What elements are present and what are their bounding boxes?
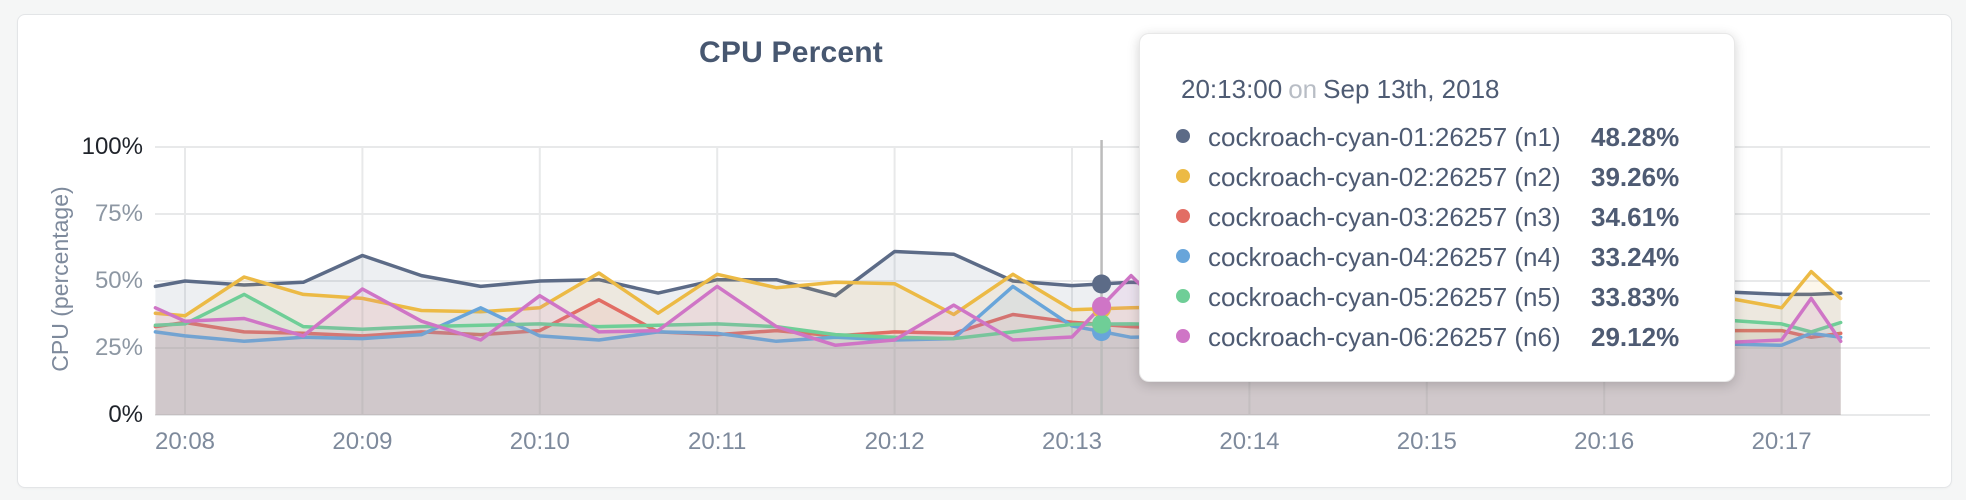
- series-label: cockroach-cyan-05:26257 (n5): [1208, 282, 1561, 312]
- tooltip-row: cockroach-cyan-01:26257 (n1) 48.28%: [1140, 116, 1734, 156]
- x-tick-label: 20:16: [1574, 428, 1635, 455]
- x-tick-label: 20:10: [509, 428, 570, 455]
- series-value: 33.83%: [1591, 282, 1680, 312]
- tooltip-date: Sep 13th, 2018: [1323, 74, 1500, 104]
- series-value: 39.26%: [1591, 162, 1680, 192]
- hover-dot: [1092, 314, 1112, 334]
- y-tick-label: 0%: [108, 401, 143, 428]
- x-tick-label: 20:13: [1041, 428, 1103, 455]
- x-tick-label: 20:12: [864, 428, 925, 455]
- series-dot-icon: [1176, 169, 1190, 183]
- y-tick-label: 100%: [81, 133, 143, 160]
- x-tick-label: 20:15: [1396, 428, 1457, 455]
- x-tick-label: 20:17: [1751, 428, 1812, 455]
- tooltip-row: cockroach-cyan-03:26257 (n3) 34.61%: [1140, 196, 1734, 236]
- series-value: 48.28%: [1591, 122, 1680, 152]
- hover-dot: [1092, 296, 1112, 316]
- y-tick-label: 25%: [94, 334, 143, 361]
- series-value: 34.61%: [1591, 202, 1680, 232]
- hover-tooltip: 20:13:00 on Sep 13th, 2018 cockroach-cyan-…: [1139, 33, 1735, 382]
- tooltip-row: cockroach-cyan-05:26257 (n5) 33.83%: [1140, 276, 1734, 316]
- x-tick-label: 20:11: [688, 428, 747, 455]
- series-value: 33.24%: [1591, 242, 1680, 272]
- series-area: [155, 294, 1841, 415]
- hover-dot: [1092, 274, 1112, 294]
- series-value: 29.12%: [1591, 322, 1680, 352]
- x-tick-label: 20:08: [154, 428, 216, 455]
- tooltip-time: 20:13:00: [1181, 74, 1283, 104]
- tooltip-header: 20:13:00 on Sep 13th, 2018: [1181, 74, 1500, 105]
- series-area: [155, 286, 1841, 415]
- tooltip-rows: cockroach-cyan-01:26257 (n1) 48.28% cockro…: [1140, 116, 1734, 356]
- series-label: cockroach-cyan-01:26257 (n1): [1208, 122, 1561, 152]
- tooltip-conjunction: on: [1288, 74, 1318, 104]
- tooltip-row: cockroach-cyan-02:26257 (n2) 39.26%: [1140, 156, 1734, 196]
- tooltip-row: cockroach-cyan-06:26257 (n6) 29.12%: [1140, 316, 1734, 356]
- chart-title: CPU Percent: [699, 36, 883, 69]
- series-label: cockroach-cyan-04:26257 (n4): [1208, 242, 1561, 272]
- series-dot-icon: [1176, 289, 1190, 303]
- series-dot-icon: [1176, 249, 1190, 263]
- tooltip-row: cockroach-cyan-04:26257 (n4) 33.24%: [1140, 236, 1734, 276]
- series-label: cockroach-cyan-02:26257 (n2): [1208, 162, 1561, 192]
- x-tick-label: 20:09: [332, 428, 393, 455]
- y-tick-label: 75%: [94, 200, 143, 227]
- series-area: [155, 299, 1841, 415]
- series-dot-icon: [1176, 129, 1190, 143]
- series-dot-icon: [1176, 329, 1190, 343]
- y-tick-label: 50%: [94, 267, 143, 294]
- x-tick-label: 20:14: [1219, 428, 1280, 455]
- series-dot-icon: [1176, 209, 1190, 223]
- series-label: cockroach-cyan-03:26257 (n3): [1208, 202, 1561, 232]
- series-label: cockroach-cyan-06:26257 (n6): [1208, 322, 1561, 352]
